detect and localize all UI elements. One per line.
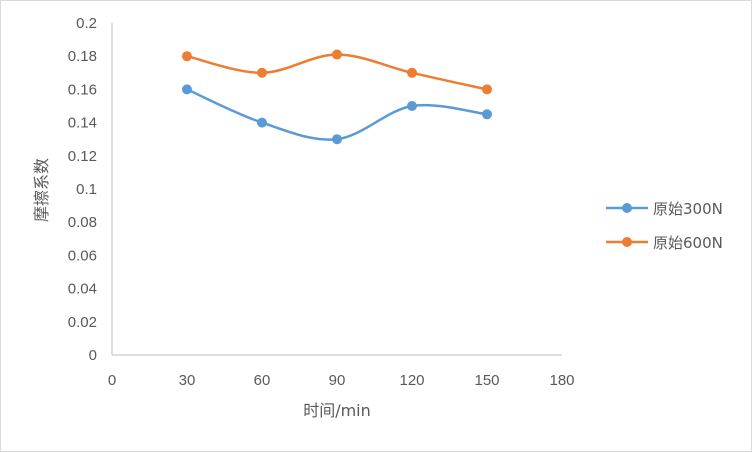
y-tick-label: 0.04 — [68, 281, 97, 298]
x-tick-label: 150 — [474, 372, 499, 389]
x-tick-label: 0 — [108, 372, 116, 389]
y-tick-label: 0.12 — [68, 148, 97, 165]
x-axis-title: 时间/min — [303, 401, 371, 420]
legend-marker — [622, 237, 632, 247]
x-tick-label: 120 — [399, 372, 424, 389]
legend-item: 原始300N — [606, 200, 723, 218]
y-tick-label: 0.02 — [68, 314, 97, 331]
legend-label: 原始600N — [653, 234, 723, 252]
axes — [111, 23, 562, 356]
series-line — [186, 88, 488, 141]
data-point — [182, 84, 192, 95]
y-tick-label: 0.08 — [68, 214, 97, 231]
legend: 原始300N 原始600N — [606, 200, 723, 252]
data-point — [332, 134, 342, 145]
y-tick-label: 0.2 — [76, 15, 97, 32]
data-point — [257, 117, 267, 128]
data-point — [482, 84, 492, 95]
data-point — [182, 51, 192, 62]
y-tick-label: 0.18 — [68, 48, 97, 65]
y-tick-label: 0 — [89, 347, 97, 364]
data-point — [482, 109, 492, 120]
x-tick-label: 180 — [549, 372, 574, 389]
legend-marker — [622, 203, 632, 213]
y-axis-title: 摩擦系数 — [32, 158, 51, 222]
y-tick-label: 0.1 — [76, 181, 97, 198]
y-tick-label: 0.16 — [68, 81, 97, 98]
series-line — [186, 53, 488, 91]
data-point — [257, 67, 267, 78]
series-2 — [182, 49, 492, 95]
y-tick-label: 0.06 — [68, 247, 97, 264]
x-tick-label: 90 — [329, 372, 346, 389]
data-point — [332, 49, 342, 60]
legend-item: 原始600N — [606, 234, 723, 252]
y-tick-labels: 0 0.02 0.04 0.06 0.08 0.1 0.12 0.14 0.16 0.18 0.2 — [68, 15, 97, 364]
series-layer — [182, 49, 492, 145]
x-tick-labels: 0 30 60 90 120 150 180 — [108, 372, 575, 389]
data-point — [407, 101, 417, 111]
x-tick-label: 30 — [179, 372, 196, 389]
y-tick-label: 0.14 — [68, 115, 97, 132]
x-tick-label: 60 — [254, 372, 271, 389]
data-point — [407, 67, 417, 78]
legend-label: 原始300N — [653, 200, 723, 218]
series-1 — [182, 84, 492, 145]
